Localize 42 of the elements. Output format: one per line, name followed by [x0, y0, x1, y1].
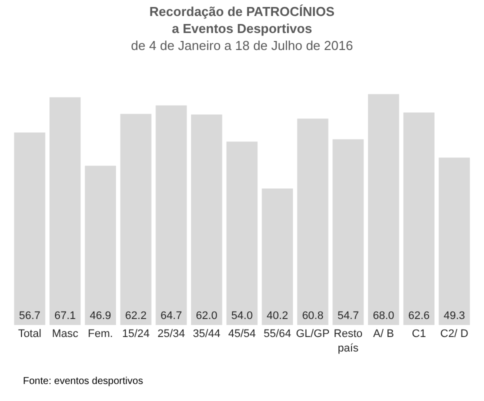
data-label: 62.0	[196, 310, 218, 322]
x-tick-label: 25/34	[157, 328, 185, 340]
x-tick-label: 15/24	[122, 328, 150, 340]
data-label: 49.3	[444, 310, 466, 322]
data-label: 46.9	[90, 310, 112, 322]
bar	[368, 94, 400, 325]
x-tick-label: GL/GP	[296, 328, 330, 340]
x-tick-label: Masc	[52, 328, 79, 340]
chart-subtitle: de 4 de Janeiro a 18 de Julho de 2016	[131, 38, 353, 53]
x-tick-label: A/ B	[373, 328, 394, 340]
bar	[332, 139, 364, 325]
x-tick-label: 55/64	[264, 328, 292, 340]
data-label: 67.1	[54, 310, 76, 322]
data-label: 40.2	[266, 310, 288, 322]
data-label: 60.8	[302, 310, 324, 322]
bar	[156, 105, 187, 325]
bar	[84, 166, 116, 325]
x-tick-label: Fem.	[88, 328, 113, 340]
data-label: 54.0	[231, 310, 253, 322]
bar	[14, 132, 46, 325]
bar	[226, 142, 258, 325]
data-label: 62.6	[408, 310, 430, 322]
data-label: 62.2	[125, 310, 147, 322]
x-tick-label: Resto país	[334, 328, 363, 354]
data-label: 68.0	[372, 310, 394, 322]
x-tick-label: C2/ D	[440, 328, 468, 340]
bar	[50, 97, 81, 325]
bar	[403, 112, 434, 325]
x-tick-label: C1	[412, 328, 426, 340]
source-note: Fonte: eventos desportivos	[23, 376, 144, 387]
x-tick-label: Total	[18, 328, 42, 340]
bar	[191, 114, 222, 325]
bar	[438, 158, 470, 325]
data-label: 54.7	[337, 310, 359, 322]
bar	[120, 114, 152, 325]
x-tick-label: 35/44	[192, 328, 220, 340]
bar	[262, 188, 293, 325]
data-label: 64.7	[160, 310, 182, 322]
chart-title: Recordação de PATROCÍNIOS a Eventos Desportivos	[149, 4, 335, 36]
bar	[297, 118, 328, 325]
data-label: 56.7	[18, 310, 40, 322]
x-tick-label: 45/54	[228, 328, 256, 340]
